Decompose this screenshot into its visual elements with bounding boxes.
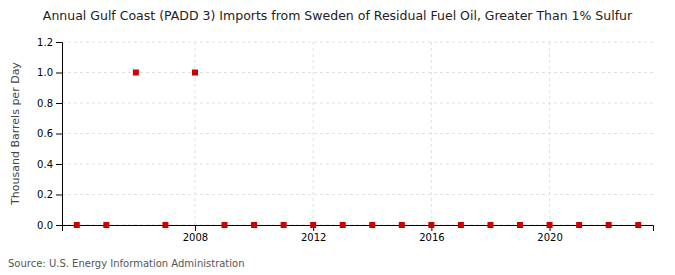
tick-label: 2008: [183, 232, 208, 243]
grid-line: [62, 133, 653, 134]
point: [162, 222, 168, 228]
point: [192, 70, 198, 76]
tick: 0.0: [37, 220, 62, 231]
marks: [74, 70, 641, 229]
tick-mark: [56, 103, 62, 104]
tick: 0.4: [37, 159, 62, 170]
axis-line: [63, 226, 654, 232]
point: [635, 222, 641, 228]
point: [576, 222, 582, 228]
point: [458, 222, 464, 228]
tick: 1.2: [37, 37, 62, 48]
grid-line: [62, 42, 653, 43]
tick-label: 1.0: [37, 67, 53, 78]
tick-label: 2012: [301, 232, 326, 243]
point: [74, 222, 80, 228]
tick: 0.2: [37, 189, 62, 200]
annotation: Source: U.S. Energy Information Administ…: [8, 258, 245, 269]
point: [369, 222, 375, 228]
tick-label: 2020: [537, 232, 562, 243]
tick-mark: [56, 134, 62, 135]
tick-label: 0.4: [37, 159, 53, 170]
point: [281, 222, 287, 228]
grid-line: [313, 42, 314, 225]
title: Annual Gulf Coast (PADD 3) Imports from …: [43, 8, 633, 23]
chart: 2008 2012 2016 2020 0.0 0.2 0.4 0.6 0.8 1.0 1.2 Ann…: [0, 0, 675, 275]
point: [251, 222, 257, 228]
tick-mark: [56, 164, 62, 165]
grid: [62, 42, 653, 225]
tick-mark: [56, 195, 62, 196]
point: [428, 222, 434, 228]
grid-line: [62, 72, 653, 73]
tick-mark: [56, 225, 62, 226]
tick-label: 0.6: [37, 128, 53, 139]
tick: 0.8: [37, 98, 62, 109]
y-axis: 0.0 0.2 0.4 0.6 0.8 1.0 1.2: [37, 37, 62, 231]
tick-mark: [195, 225, 196, 231]
grid-line: [62, 103, 653, 104]
grid-line: [194, 42, 195, 225]
grid-line: [431, 42, 432, 225]
point: [399, 222, 405, 228]
axis-line: [56, 43, 63, 226]
point: [487, 222, 493, 228]
point: [517, 222, 523, 228]
point: [133, 70, 139, 76]
point: [340, 222, 346, 228]
y-axis-title: Thousand Barrels per Day: [9, 62, 22, 206]
plot: 2008 2012 2016 2020 0.0 0.2 0.4 0.6 0.8 1.0 1.2: [37, 37, 653, 243]
x-axis: 2008 2012 2016 2020: [63, 225, 654, 243]
point: [310, 222, 316, 228]
point: [606, 222, 612, 228]
tick: 2008: [183, 225, 208, 243]
tick-label: 2016: [419, 232, 444, 243]
grid-line: [549, 42, 550, 225]
tick-label: 0.0: [37, 220, 53, 231]
tick-label: 1.2: [37, 37, 53, 48]
tick: 0.6: [37, 128, 62, 139]
grid-line: [62, 164, 653, 165]
tick-mark: [56, 42, 62, 43]
point: [547, 222, 553, 228]
tick-mark: [56, 73, 62, 74]
tick: 1.0: [37, 67, 62, 78]
tick-label: 0.8: [37, 98, 53, 109]
point: [103, 222, 109, 228]
tick-label: 0.2: [37, 189, 53, 200]
grid-line: [62, 194, 653, 195]
point: [222, 222, 228, 228]
